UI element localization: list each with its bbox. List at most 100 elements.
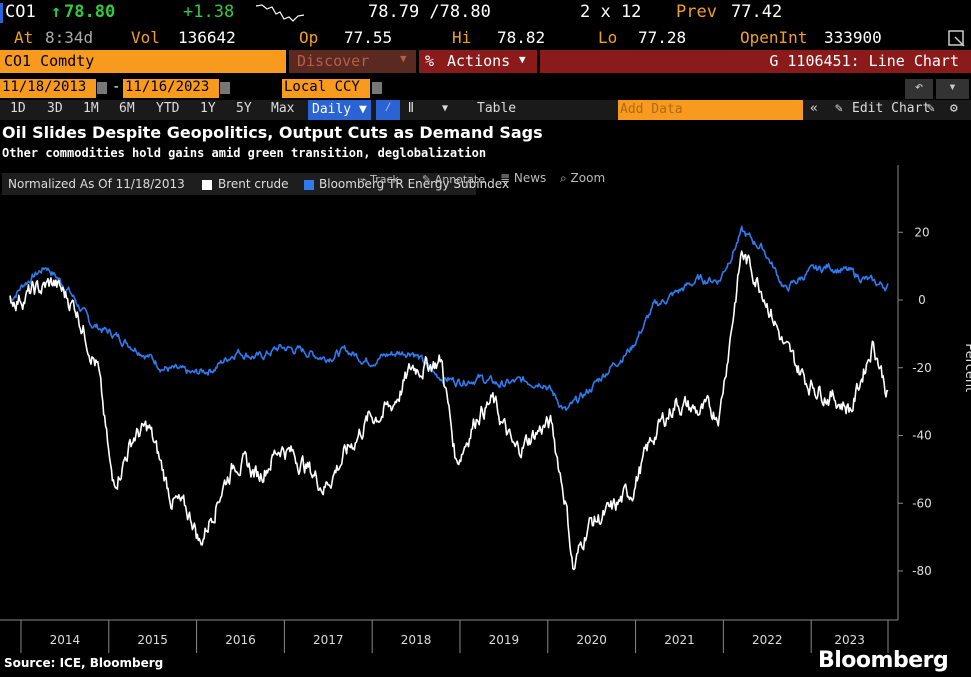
open-interest: 333900 xyxy=(824,28,882,47)
x-tick-label: 2018 xyxy=(401,633,432,647)
period-1y[interactable]: 1Y xyxy=(200,101,216,116)
period-5y[interactable]: 5Y xyxy=(236,101,252,116)
hi-price: 78.82 xyxy=(497,28,546,47)
zoom-label: Zoom xyxy=(570,171,606,185)
period-ytd[interactable]: YTD xyxy=(156,101,180,116)
chevron-down-icon[interactable]: ▼ xyxy=(442,103,449,114)
actions-label: Actions xyxy=(447,52,511,70)
up-arrow-icon: ↑ xyxy=(51,2,62,22)
currency-select[interactable]: Local CCY xyxy=(282,79,370,98)
volume: 136642 xyxy=(178,28,236,47)
series-brent-line xyxy=(9,250,889,571)
frequency-select[interactable]: Daily ▼ xyxy=(308,100,371,120)
security-text: CO1 Comdty xyxy=(4,52,95,70)
chart-toolbar: 1D 3D 1M 6M YTD 1Y 5Y Max Daily ▼ ⁄ ǁ ▼ … xyxy=(0,100,971,120)
annotate-label: Annotate xyxy=(434,173,486,186)
period-1m[interactable]: 1M xyxy=(83,101,99,116)
news-label: News xyxy=(513,171,547,185)
y-tick-label: -60 xyxy=(912,496,932,510)
at-label: At xyxy=(14,28,34,47)
news-button[interactable]: ≣ News xyxy=(500,171,547,185)
track-label: Track xyxy=(370,173,399,186)
range-dash: - xyxy=(112,79,121,95)
y-tick-label: 0 xyxy=(918,293,926,307)
hi-label: Hi xyxy=(452,28,472,47)
add-data-input[interactable]: Add Data xyxy=(618,100,803,120)
vol-label: Vol xyxy=(131,28,160,47)
command-bar: CO1 Comdty Discover ▼ % Actions ▼ G 1106… xyxy=(0,50,971,73)
quote-row-1: CO1 ↑ 78.80 +1.38 78.79 /78.80 2 x 12 Pr… xyxy=(0,0,971,26)
undo-menu-icon[interactable]: ▾ xyxy=(936,79,969,99)
chart-legend: Normalized As Of 11/18/2013 Brent crude … xyxy=(2,173,509,195)
series-bcom-line xyxy=(9,225,889,411)
ticker[interactable]: CO1 xyxy=(5,2,36,22)
x-tick-label: 2017 xyxy=(313,633,344,647)
legend-swatch-bcom xyxy=(304,180,314,190)
line-chart-icon[interactable]: ⁄ xyxy=(376,100,400,120)
open-label: Op xyxy=(299,28,319,47)
calendar-icon[interactable] xyxy=(97,82,107,94)
openint-label: OpenInt xyxy=(740,28,808,47)
sparkline-icon xyxy=(256,4,305,22)
period-1d[interactable]: 1D xyxy=(10,101,26,116)
chevron-down-icon: ▼ xyxy=(400,52,407,65)
edit-settings-icon[interactable]: ✎ xyxy=(927,101,935,116)
actions-button[interactable]: % Actions ▼ xyxy=(419,50,537,73)
net-change: +1.38 xyxy=(183,2,235,22)
chart-subtitle: Other commodities hold gains amid green … xyxy=(2,146,487,160)
quote-row-2: At 8:34d Vol 136642 Op 77.55 Hi 78.82 Lo… xyxy=(0,26,971,50)
source-note: Source: ICE, Bloomberg xyxy=(4,656,164,670)
bloomberg-logo: Bloomberg xyxy=(818,648,949,673)
discover-button[interactable]: Discover ▼ xyxy=(289,50,416,73)
y-tick-label: 20 xyxy=(914,225,929,239)
function-title: G 1106451: Line Chart xyxy=(769,52,959,70)
x-tick-label: 2014 xyxy=(50,633,81,647)
track-button[interactable]: ⌁ Track xyxy=(360,173,399,186)
add-data-placeholder: Add Data xyxy=(620,102,683,117)
frequency-label: Daily xyxy=(312,102,352,117)
discover-label: Discover xyxy=(297,52,370,70)
y-tick-label: -20 xyxy=(912,361,932,375)
x-tick-label: 2021 xyxy=(664,633,695,647)
security-field[interactable]: CO1 Comdty xyxy=(0,50,286,73)
ticker-marker xyxy=(0,3,3,23)
chevron-down-icon: ▼ xyxy=(519,53,526,66)
period-3d[interactable]: 3D xyxy=(47,101,63,116)
zoom-button[interactable]: ⌕ Zoom xyxy=(560,171,606,185)
bid-ask: 78.79 /78.80 xyxy=(368,2,491,22)
function-title-bar: G 1106451: Line Chart xyxy=(540,50,971,73)
open-price: 77.55 xyxy=(344,28,393,47)
edit-chart-button[interactable]: Edit Chart xyxy=(852,101,931,116)
legend-swatch-brent xyxy=(202,180,212,190)
calendar-icon[interactable] xyxy=(220,82,230,94)
last-price: 78.80 xyxy=(64,2,116,22)
collapse-icon[interactable]: « xyxy=(810,101,818,116)
dropdown-icon[interactable] xyxy=(372,82,382,94)
undo-icon[interactable]: ↶ xyxy=(905,79,933,99)
start-date-input[interactable]: 11/18/2013 xyxy=(0,79,96,98)
lo-price: 77.28 xyxy=(638,28,687,47)
pencil-icon: ✎ xyxy=(835,101,843,116)
period-6m[interactable]: 6M xyxy=(119,101,135,116)
line-chart[interactable]: 20 0 -20 -40 -60 -80 Percent 2014 2015 2016 2017 20… xyxy=(0,160,971,656)
end-date-input[interactable]: 11/16/2023 xyxy=(123,79,219,98)
x-tick-label: 2016 xyxy=(225,633,256,647)
chart-title: Oil Slides Despite Geopolitics, Output C… xyxy=(2,123,543,142)
expand-icon[interactable] xyxy=(947,29,967,47)
prev-label: Prev xyxy=(676,2,717,22)
y-axis-label: Percent xyxy=(962,343,971,392)
table-button[interactable]: Table xyxy=(477,101,517,116)
normalized-label: Normalized As Of 11/18/2013 xyxy=(8,177,185,191)
period-max[interactable]: Max xyxy=(271,101,295,116)
x-tick-label: 2020 xyxy=(576,633,607,647)
x-tick-label: 2022 xyxy=(752,633,783,647)
quote-time: 8:34d xyxy=(45,28,94,47)
annotate-button[interactable]: ✎ Annotate xyxy=(422,173,486,186)
bar-chart-icon[interactable]: ǁ xyxy=(407,101,415,116)
settings-icon[interactable]: ⚙ xyxy=(950,101,958,116)
actions-icon: % xyxy=(425,52,435,70)
bid-ask-size: 2 x 12 xyxy=(580,2,642,22)
y-tick-label: -80 xyxy=(912,564,932,578)
x-tick-label: 2015 xyxy=(137,633,168,647)
y-tick-label: -40 xyxy=(912,429,932,443)
